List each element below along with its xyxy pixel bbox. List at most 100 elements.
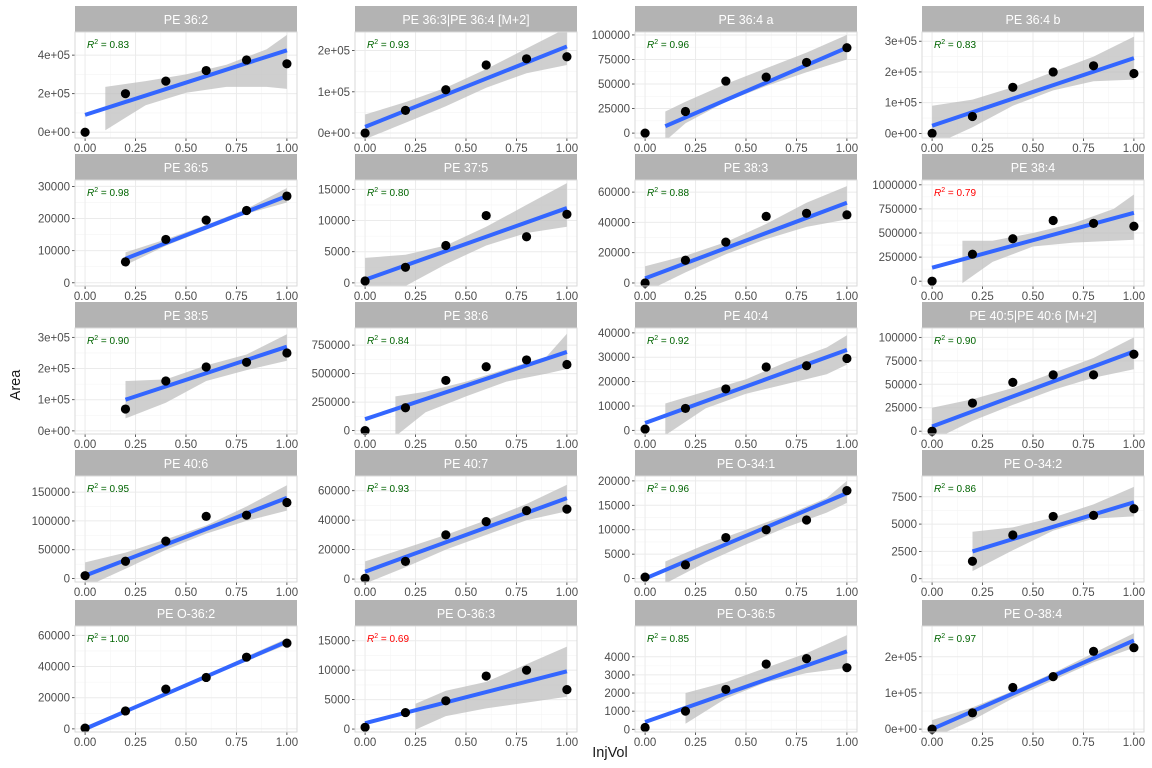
data-point xyxy=(481,362,491,372)
y-tick-label: 40000 xyxy=(318,515,350,527)
x-tick-label: 0.50 xyxy=(735,291,757,303)
data-point xyxy=(801,654,812,664)
data-point xyxy=(967,249,978,259)
facet-strip xyxy=(75,450,297,476)
fit-line xyxy=(644,200,848,281)
fit-line xyxy=(931,349,1135,429)
y-tick-label: 15000 xyxy=(318,184,350,196)
data-point xyxy=(640,722,650,733)
y-tick-label: 2000 xyxy=(604,688,630,700)
r2-annotation: R2 = 0.85 xyxy=(647,633,689,645)
panel-border xyxy=(634,179,858,287)
data-point xyxy=(1129,643,1139,653)
data-point xyxy=(1048,370,1058,380)
r2-annotation: R2 = 0.83 xyxy=(934,39,976,51)
y-tick-label: 0 xyxy=(624,574,630,586)
x-tick-label: 0.00 xyxy=(74,587,96,599)
panel-border xyxy=(354,625,578,733)
y-tick-label: 0e+00 xyxy=(38,127,70,139)
facet-title: PE 36:2 xyxy=(164,13,209,27)
panel-border xyxy=(921,625,1145,733)
data-point xyxy=(201,215,211,225)
data-point xyxy=(967,111,978,122)
facet-title: PE O-36:5 xyxy=(717,607,775,621)
y-tick-label: 20000 xyxy=(38,693,70,705)
x-tick-label: 0.25 xyxy=(684,439,706,451)
y-tick-label: 0 xyxy=(624,278,630,290)
data-point xyxy=(761,72,771,82)
facet-panel: PE O-34:2 0.00 0.25 0.50 0.75 1.00 0 2500 5000 75… xyxy=(891,450,1145,599)
y-tick-label: 0 xyxy=(624,425,630,437)
y-tick-label: 5000 xyxy=(324,247,350,259)
y-tick-label: 1e+05 xyxy=(885,688,917,700)
data-point xyxy=(400,403,411,413)
data-point xyxy=(967,398,978,408)
data-point xyxy=(562,504,572,514)
facet-title: PE 37:5 xyxy=(444,161,489,175)
r2-annotation: R2 = 0.92 xyxy=(647,335,689,347)
data-point xyxy=(721,384,731,394)
fit-line xyxy=(84,48,288,117)
facet-title: PE O-34:2 xyxy=(1004,457,1062,471)
y-tick-label: 7500 xyxy=(891,492,917,504)
data-point xyxy=(282,348,292,358)
facet-panel: PE 36:5 0.00 0.25 0.50 0.75 1.00 0 10000 20000 30… xyxy=(38,154,298,303)
data-point xyxy=(680,706,691,716)
data-point xyxy=(1008,682,1018,693)
data-point xyxy=(80,571,90,581)
facet-strip xyxy=(355,302,577,328)
data-point xyxy=(562,52,572,62)
y-tick-label: 0 xyxy=(64,574,70,586)
data-point xyxy=(120,257,131,267)
data-point xyxy=(1088,646,1099,656)
y-tick-label: 10000 xyxy=(598,401,630,413)
fit-line xyxy=(931,56,1135,128)
facet-panel: PE 36:4 b 0.00 0.25 0.50 0.75 1.00 0e+00 1e+05 2… xyxy=(885,6,1145,155)
data-point xyxy=(441,530,451,540)
data-point xyxy=(481,517,491,527)
y-tick-label: 3000 xyxy=(604,670,630,682)
panel-border xyxy=(74,179,298,287)
data-point xyxy=(927,276,937,286)
y-tick-label: 5000 xyxy=(891,519,917,531)
y-tick-label: 3e+05 xyxy=(38,332,70,344)
y-tick-label: 0e+00 xyxy=(318,128,350,140)
y-tick-label: 2e+05 xyxy=(38,89,70,101)
data-point xyxy=(640,278,650,288)
y-tick-label: 20000 xyxy=(598,377,630,389)
y-tick-label: 0 xyxy=(64,724,70,736)
facet-title: PE 40:5|PE 40:6 [M+2] xyxy=(969,309,1096,323)
facet-title: PE 38:5 xyxy=(164,309,209,323)
data-point xyxy=(282,497,292,508)
fit-line xyxy=(364,206,568,282)
y-tick-label: 40000 xyxy=(598,217,630,229)
facet-title: PE 40:7 xyxy=(444,457,489,471)
y-tick-label: 100000 xyxy=(879,332,917,344)
data-point xyxy=(927,724,937,734)
data-point xyxy=(842,43,852,53)
data-point xyxy=(680,403,691,414)
x-tick-label: 0.50 xyxy=(175,439,197,451)
data-point xyxy=(400,262,411,272)
r2-annotation: R2 = 0.69 xyxy=(367,633,409,645)
y-tick-label: 30000 xyxy=(598,352,630,364)
x-tick-label: 0.25 xyxy=(684,737,706,749)
y-tick-label: 60000 xyxy=(38,630,70,642)
data-point xyxy=(481,671,491,681)
data-point xyxy=(120,706,131,716)
x-tick-label: 0.25 xyxy=(971,737,993,749)
y-tick-label: 750000 xyxy=(879,204,917,216)
facet-strip xyxy=(75,6,297,32)
x-tick-label: 0.25 xyxy=(124,439,146,451)
facet-strip xyxy=(635,6,857,32)
x-tick-label: 0.00 xyxy=(634,439,656,451)
data-point xyxy=(562,209,572,219)
y-tick-label: 15000 xyxy=(598,500,630,512)
x-tick-label: 1.00 xyxy=(1123,291,1145,303)
data-point xyxy=(842,210,852,220)
fit-line xyxy=(931,210,1135,270)
x-tick-label: 0.75 xyxy=(785,737,807,749)
panel-border xyxy=(354,179,578,287)
x-tick-label: 0.00 xyxy=(354,143,376,155)
y-tick-label: 2e+05 xyxy=(318,46,350,58)
